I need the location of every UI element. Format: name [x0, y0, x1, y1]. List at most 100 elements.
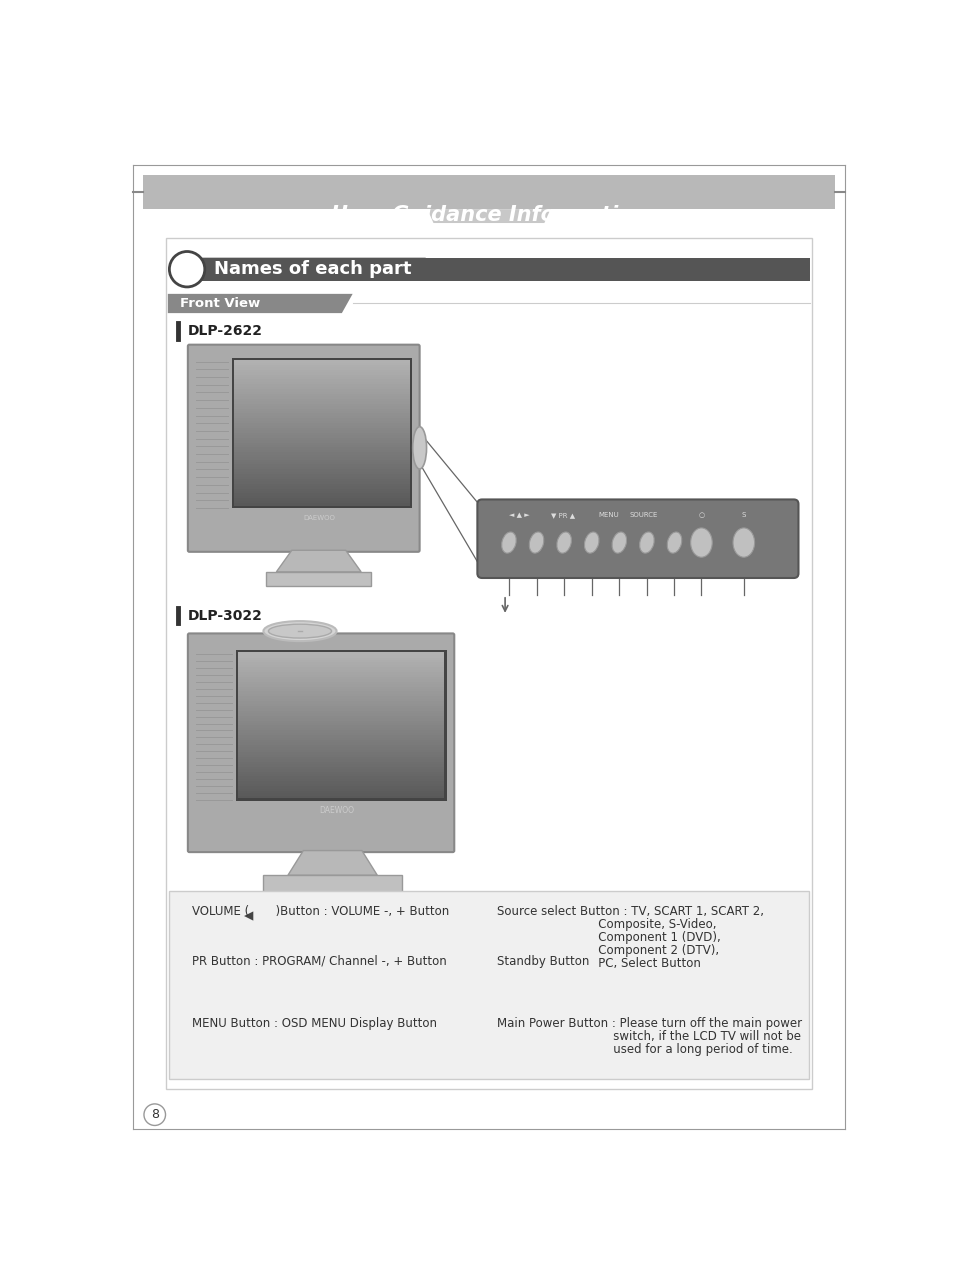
- Bar: [237, 788, 444, 790]
- Polygon shape: [143, 175, 834, 209]
- FancyBboxPatch shape: [188, 345, 419, 552]
- Bar: [233, 430, 409, 433]
- Bar: [233, 412, 409, 416]
- Bar: [237, 728, 444, 730]
- Bar: [232, 357, 412, 509]
- Bar: [237, 742, 444, 744]
- Bar: [237, 744, 444, 747]
- Text: DAEWOO: DAEWOO: [303, 515, 335, 521]
- Ellipse shape: [732, 528, 754, 557]
- Bar: [237, 785, 444, 789]
- Bar: [233, 379, 409, 382]
- Bar: [233, 371, 409, 374]
- Bar: [237, 763, 444, 766]
- Bar: [237, 655, 444, 657]
- Bar: [233, 406, 409, 409]
- Bar: [233, 469, 409, 471]
- Bar: [233, 423, 409, 425]
- Ellipse shape: [557, 532, 571, 553]
- Ellipse shape: [639, 532, 654, 553]
- Bar: [237, 766, 444, 769]
- Bar: [233, 498, 409, 501]
- Bar: [237, 687, 444, 689]
- Bar: [233, 391, 409, 395]
- Bar: [233, 501, 409, 503]
- Bar: [237, 737, 444, 740]
- Bar: [233, 483, 409, 487]
- Bar: [166, 238, 811, 1089]
- Bar: [237, 674, 444, 676]
- Bar: [237, 696, 444, 698]
- Bar: [233, 365, 409, 368]
- Bar: [233, 459, 409, 462]
- Ellipse shape: [263, 621, 336, 640]
- Bar: [233, 393, 409, 396]
- Bar: [233, 447, 409, 450]
- Bar: [237, 657, 444, 660]
- Bar: [233, 434, 409, 438]
- Bar: [233, 428, 409, 430]
- Bar: [233, 384, 409, 387]
- Bar: [233, 433, 409, 436]
- Bar: [233, 404, 409, 406]
- Text: PC, Select Button: PC, Select Button: [497, 957, 700, 970]
- Bar: [237, 781, 444, 784]
- Bar: [237, 755, 444, 757]
- Polygon shape: [276, 551, 361, 571]
- Bar: [233, 477, 409, 479]
- Circle shape: [170, 251, 205, 287]
- Bar: [237, 747, 444, 749]
- Bar: [237, 749, 444, 752]
- Bar: [233, 493, 409, 496]
- Bar: [233, 466, 409, 469]
- Bar: [237, 717, 444, 721]
- Bar: [263, 875, 401, 892]
- Text: Component 2 (DTV),: Component 2 (DTV),: [497, 944, 718, 957]
- Bar: [233, 396, 409, 398]
- Bar: [233, 420, 409, 423]
- Bar: [233, 409, 409, 411]
- Bar: [237, 783, 444, 787]
- Bar: [233, 389, 409, 392]
- Bar: [237, 652, 444, 655]
- Bar: [237, 689, 444, 692]
- Bar: [233, 452, 409, 455]
- Bar: [233, 503, 409, 506]
- Bar: [237, 708, 444, 711]
- Bar: [233, 360, 409, 363]
- Bar: [237, 692, 444, 694]
- Text: S: S: [740, 512, 745, 518]
- Bar: [237, 760, 444, 762]
- Text: switch, if the LCD TV will not be: switch, if the LCD TV will not be: [497, 1030, 800, 1043]
- Text: MENU: MENU: [598, 512, 618, 518]
- Text: Composite, S-Video,: Composite, S-Video,: [497, 918, 716, 931]
- Text: DLP-3022: DLP-3022: [188, 608, 262, 623]
- Text: ○: ○: [698, 512, 703, 518]
- Bar: [237, 703, 444, 706]
- Bar: [237, 730, 444, 733]
- Bar: [233, 442, 409, 445]
- Bar: [237, 711, 444, 714]
- Polygon shape: [198, 257, 809, 281]
- Bar: [233, 439, 409, 442]
- Bar: [237, 714, 444, 716]
- Bar: [233, 491, 409, 493]
- Bar: [237, 796, 444, 798]
- Ellipse shape: [690, 528, 712, 557]
- Bar: [233, 418, 409, 420]
- Bar: [233, 461, 409, 465]
- Ellipse shape: [612, 532, 626, 553]
- Bar: [237, 720, 444, 722]
- Polygon shape: [168, 293, 353, 313]
- Text: Source select Button : TV, SCART 1, SCART 2,: Source select Button : TV, SCART 1, SCAR…: [497, 904, 762, 918]
- Bar: [233, 415, 409, 419]
- Bar: [237, 757, 444, 760]
- Bar: [237, 669, 444, 673]
- Text: Standby Button: Standby Button: [497, 954, 588, 968]
- Text: Main Power Button : Please turn off the main power: Main Power Button : Please turn off the …: [497, 1017, 801, 1030]
- Bar: [237, 706, 444, 708]
- Bar: [237, 665, 444, 667]
- Bar: [233, 366, 409, 370]
- Text: Names of each part: Names of each part: [213, 260, 411, 278]
- Text: VOLUME (       )Button : VOLUME -, + Button: VOLUME ( )Button : VOLUME -, + Button: [192, 904, 449, 918]
